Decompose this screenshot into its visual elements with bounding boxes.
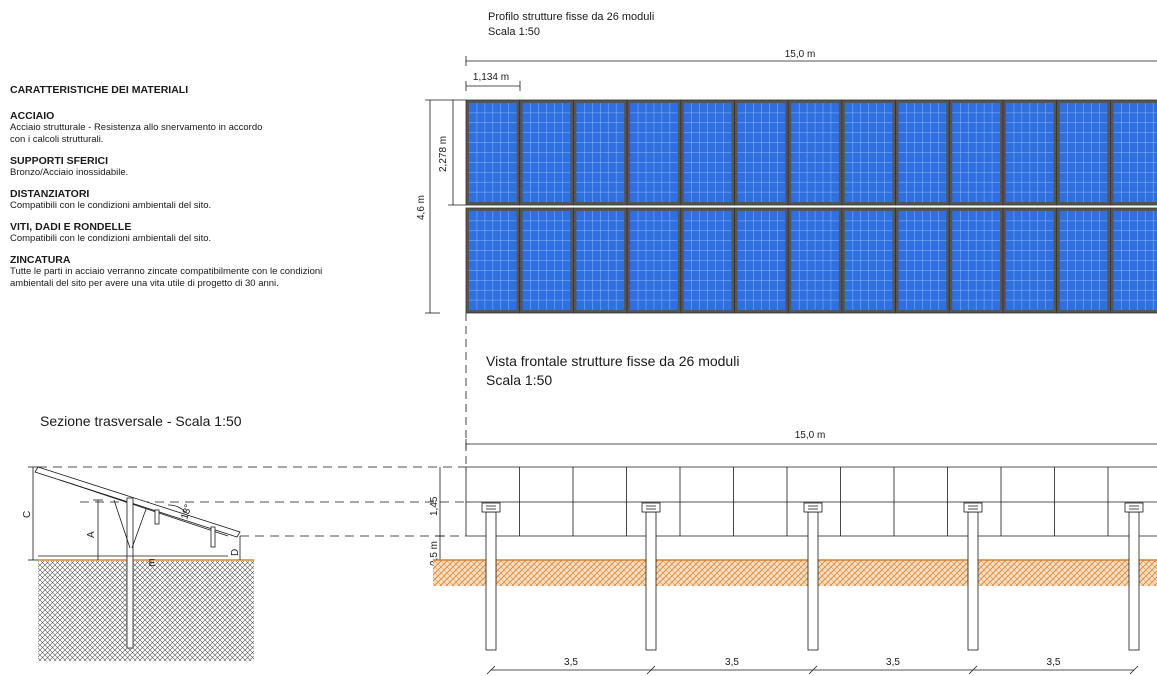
solar-module [841,99,897,206]
material-item: DISTANZIATORI Compatibili con le condizio… [10,188,410,212]
front-height-label: 1,45 [429,496,440,516]
ground-clearance-label: 0,5 m [429,541,440,566]
front-total-width-label: 15,0 m [795,430,826,441]
solar-module [895,99,950,206]
total-height-label: 4,6 m [416,195,427,220]
pile-spacing-label: 3,5 [564,657,578,668]
material-title: SUPPORTI SFERICI [10,155,109,167]
solar-module [841,207,897,314]
solar-module [948,207,1004,314]
solar-module [1002,99,1058,206]
section-label-a: A [86,531,97,538]
pile [481,502,501,651]
module-height-label: 2,278 m [438,136,449,172]
pile [1124,502,1144,651]
solar-module [895,207,950,314]
material-title: DISTANZIATORI [10,188,90,200]
solar-module [948,99,1004,206]
solar-module [519,207,574,314]
solar-module [1002,207,1058,314]
solar-module [787,207,843,314]
material-item: ACCIAIO Acciaio strutturale - Resistenza … [10,110,410,146]
solar-module [734,99,789,206]
rear-post [126,497,134,649]
solar-module [626,207,682,314]
front-view-scale: Scala 1:50 [486,372,552,388]
pile [641,502,661,651]
pile-spacing-dimension [486,665,1139,675]
material-title: ZINCATURA [10,254,71,266]
solar-module [1110,207,1157,314]
material-description: ambientali del sito per avere una vita u… [10,278,279,289]
material-description: Bronzo/Acciaio inossidabile. [10,167,129,178]
module-width-label: 1,134 m [473,72,509,83]
pile [803,502,823,651]
profile-title: Profilo strutture fisse da 26 moduli [488,11,654,23]
section-title: Sezione trasversale - Scala 1:50 [40,413,242,429]
profile-scale: Scala 1:50 [488,26,540,38]
pile-spacing-label: 3,5 [1047,657,1061,668]
material-description: Acciaio strutturale - Resistenza allo sn… [10,122,263,133]
soil-strip [433,560,1157,586]
solar-module [626,99,682,206]
module-height-dimension [448,100,466,206]
solar-module [573,207,628,314]
pile [963,502,983,651]
projection-lines [38,466,466,537]
profile-total-width-dimension [465,56,1157,66]
material-item: SUPPORTI SFERICI Bronzo/Acciaio inossidab… [10,155,410,179]
solar-module [1056,207,1111,314]
section-label-d: D [230,549,241,556]
materials-list: ACCIAIO Acciaio strutturale - Resistenza … [10,110,410,290]
ground-block [38,561,254,661]
solar-module [1110,99,1157,206]
solar-module [465,99,521,206]
section-angle-label: 18° [179,503,194,521]
section-label-c: C [22,511,33,518]
material-item: VITI, DADI E RONDELLE Compatibili con le … [10,221,410,245]
total-height-dimension [425,99,466,314]
material-item: ZINCATURA Tutte le parti in acciaio verra… [10,254,410,290]
front-view-title: Vista frontale strutture fisse da 26 mod… [486,353,739,369]
solar-module [573,99,628,206]
front-height-dimension [435,467,445,560]
section-label-e: E [149,558,156,569]
material-title: VITI, DADI E RONDELLE [10,221,132,233]
materials-panel: CARATTERISTICHE DEI MATERIALI ACCIAIO Acc… [10,84,410,299]
solar-module [465,207,521,314]
solar-module [519,99,574,206]
module-width-dimension [465,81,521,91]
materials-heading: CARATTERISTICHE DEI MATERIALI [10,84,189,96]
material-description: Compatibili con le condizioni ambientali… [10,200,212,211]
pile-foundations [481,502,1144,651]
front-total-width-dimension [465,439,1157,449]
cross-section-drawing [28,466,254,661]
pile-spacing-label: 3,5 [725,657,739,668]
solar-module [1056,99,1111,206]
solar-module [680,99,735,206]
solar-module [680,207,735,314]
material-description: Tutte le parti in acciaio verranno zinca… [10,266,323,277]
pile-spacing-label: 3,5 [886,657,900,668]
material-description: Compatibili con le condizioni ambientali… [10,233,212,244]
solar-module [787,99,843,206]
profile-total-width-label: 15,0 m [785,49,816,60]
tilted-panel [34,466,241,538]
material-title: ACCIAIO [10,110,55,122]
material-description: con i calcoli strutturali. [10,134,104,145]
solar-module [734,207,789,314]
solar-panel-array [465,99,1157,314]
